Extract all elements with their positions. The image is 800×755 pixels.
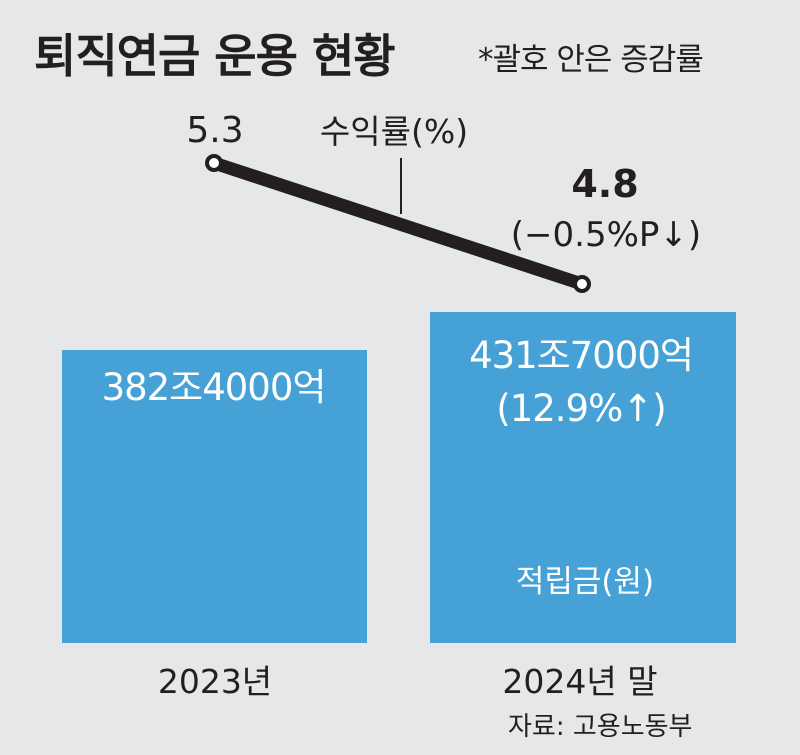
bar-0: [62, 350, 367, 643]
line-value-label-0: 5.3: [186, 110, 243, 151]
chart-note: *괄호 안은 증감률: [478, 42, 704, 78]
chart-title: 퇴직연금 운용 현황: [34, 29, 396, 83]
category-label-1: 2024년 말: [502, 662, 657, 701]
bar-series-name: 적립금(원): [516, 564, 654, 600]
line-series-path: [207, 156, 589, 291]
bar-1: [430, 312, 736, 643]
bar-value-label-1: 431조7000억: [469, 334, 693, 377]
bar-change-label-1: (12.9%↑): [496, 387, 665, 430]
line-change-label-1: (−0.5%P↓): [511, 215, 701, 255]
line-value-label-1: 4.8: [571, 162, 638, 206]
source-label: 자료: 고용노동부: [508, 712, 693, 742]
line-point-1: [573, 275, 591, 293]
line-point-0: [205, 154, 223, 172]
category-label-0: 2023년: [158, 662, 272, 701]
line-series-name: 수익률(%): [320, 112, 468, 151]
bar-value-label-0: 382조4000억: [102, 366, 326, 409]
